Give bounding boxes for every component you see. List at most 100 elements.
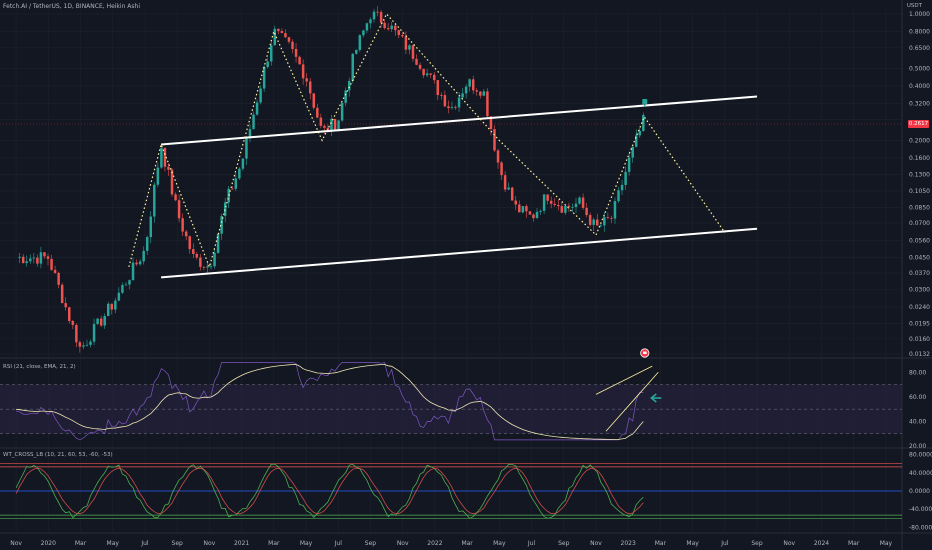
candle-body <box>489 116 493 130</box>
candle-body <box>78 342 82 347</box>
warning-circle-icon <box>640 348 650 358</box>
time-tick-label: Mar <box>268 540 280 547</box>
candle-body <box>145 237 149 251</box>
time-tick-label: Sep <box>558 540 570 547</box>
candle-body <box>525 206 528 212</box>
price-tick-label: 0.0560 <box>909 237 930 244</box>
time-tick-label: Sep <box>365 540 377 547</box>
candle-body <box>521 206 525 213</box>
last-price-tag: 0.2617 <box>908 120 929 128</box>
candle-body <box>503 175 507 190</box>
time-tick-label: Mar <box>848 540 860 547</box>
candle-body <box>510 187 514 201</box>
candle-body <box>549 200 553 204</box>
time-axis[interactable]: Nov 2020 Mar May Jul Sep Nov 2021 Mar May Jul Sep No… <box>10 540 892 547</box>
candle-body <box>429 73 432 75</box>
price-tick-label: 0.0160 <box>909 336 930 343</box>
candle-body <box>588 215 592 225</box>
candle-body <box>404 36 408 50</box>
time-tick-label: Mar <box>655 540 667 547</box>
candle-body <box>401 35 404 37</box>
candle-body <box>578 197 581 204</box>
candle-body <box>284 33 287 38</box>
candle-body <box>156 167 160 185</box>
candle-body <box>188 236 191 250</box>
time-tick-label: Sep <box>751 540 763 547</box>
candle-body <box>131 262 135 281</box>
candle-body <box>220 215 223 234</box>
candle-body <box>71 321 75 325</box>
rsi-tick-label: 40.00 <box>909 418 926 425</box>
candle-body <box>560 206 564 213</box>
candle-body <box>479 91 482 96</box>
candle-body <box>358 35 362 50</box>
candle-body <box>457 97 461 108</box>
candle-body <box>174 194 177 201</box>
time-tick-label: Jul <box>140 540 149 547</box>
candle-body <box>202 266 206 268</box>
price-tick-label: 1.0000 <box>909 11 930 18</box>
lower-channel-line <box>160 227 758 279</box>
price-tick-label: 0.0700 <box>909 220 930 227</box>
rsi-wedge-lower <box>605 372 659 432</box>
candle-body <box>167 166 170 170</box>
candle-body <box>68 307 71 322</box>
wt-tick-label: 40.0000 <box>909 470 932 477</box>
candle-body <box>330 118 333 132</box>
arrow-left-icon <box>650 393 662 403</box>
candle-body <box>620 184 624 191</box>
rsi-panel <box>0 362 902 441</box>
candle-body <box>603 217 606 226</box>
candle-body <box>574 203 578 207</box>
time-tick-label: 2024 <box>814 540 829 547</box>
price-tick-label: 0.1300 <box>909 171 930 178</box>
candle-body <box>634 135 638 147</box>
time-tick-label: May <box>686 540 699 547</box>
candle-body <box>57 272 60 285</box>
price-tick-label: 0.3200 <box>909 101 930 108</box>
candle-body <box>326 127 330 132</box>
candle-body <box>121 285 124 293</box>
rsi-wedge-upper <box>595 365 653 395</box>
wt-tick-label: 80.0000 <box>909 452 932 459</box>
candle-body <box>390 25 393 30</box>
candle-body <box>53 269 57 273</box>
candle-body <box>46 256 50 259</box>
wt1-line <box>15 463 644 519</box>
price-tick-label: 0.0300 <box>909 286 930 293</box>
candle-body <box>291 41 294 49</box>
candle-body <box>177 200 181 219</box>
candle-body <box>142 250 145 262</box>
candle-body <box>369 19 372 24</box>
candle-body <box>613 201 617 219</box>
candle-body <box>471 79 475 91</box>
candle-body <box>85 344 89 346</box>
candle-body <box>241 158 245 169</box>
candle-body <box>333 118 337 130</box>
candle-body <box>160 147 163 168</box>
price-tick-label: 0.0370 <box>909 270 930 277</box>
candle-body <box>266 61 269 68</box>
candle-body <box>347 80 351 91</box>
candle-body <box>262 67 266 89</box>
candle-body <box>170 169 174 195</box>
time-tick-label: Mar <box>75 540 87 547</box>
price-tick-label: 0.0850 <box>909 205 930 212</box>
time-tick-label: Nov <box>397 540 409 547</box>
candle-body <box>340 102 344 121</box>
trend-channel[interactable] <box>160 95 758 279</box>
candle-body <box>82 345 85 347</box>
candle-body <box>493 129 496 151</box>
time-tick-label: Nov <box>783 540 795 547</box>
currency-label: USDT <box>906 3 922 9</box>
price-axis[interactable]: 1.0000 0.8000 0.6500 0.5000 0.4000 0.3200 0.20… <box>909 11 932 531</box>
candle-body <box>394 25 397 31</box>
candle-body <box>301 64 305 79</box>
candle-body <box>29 258 32 262</box>
candle-body <box>617 190 620 202</box>
candle-body <box>415 58 418 65</box>
price-tick-label: 0.0240 <box>909 304 930 311</box>
rsi-line <box>16 362 644 441</box>
zigzag-projection[interactable] <box>128 12 726 269</box>
